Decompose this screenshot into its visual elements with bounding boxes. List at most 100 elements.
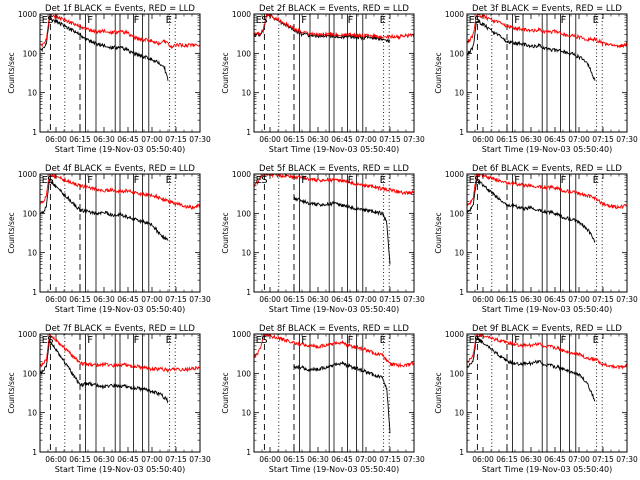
flag-label: E [380,335,386,346]
flag-label: F [348,175,354,186]
y-tick-label: 100 [237,209,252,218]
y-tick-label: 10 [241,89,251,98]
x-axis-label: Start Time (19-Nov-03 05:50:40) [269,145,399,154]
y-tick-label: 1 [459,448,464,457]
events-series-line [40,15,169,81]
x-tick-label: 06:15 [496,455,518,464]
flag-label: F [87,175,93,186]
flag-label: E [469,175,475,186]
x-tick-label: 06:30 [93,455,115,464]
x-tick-label: 07:00 [141,455,163,464]
y-tick-label: 100 [23,49,38,58]
events-series-line [467,335,596,402]
events-series-line [293,196,391,265]
x-tick-label: 06:00 [472,295,494,304]
flag-label: F [514,175,520,186]
y-tick-label: 100 [450,49,465,58]
x-tick-label: 06:15 [496,295,518,304]
chart-title: Det 6f BLACK = Events, RED = LLD [472,164,622,174]
x-tick-label: 07:30 [616,295,638,304]
y-axis-label: Counts/sec [434,372,443,413]
plot-area [254,174,414,292]
x-tick-label: 07:30 [189,455,211,464]
x-tick-label: 07:30 [189,295,211,304]
x-tick-label: 07:00 [355,455,377,464]
x-tick-label: 06:00 [45,135,67,144]
x-tick-label: 07:30 [189,135,211,144]
y-tick-label: 1 [246,288,251,297]
y-tick-label: 1000 [445,170,464,179]
x-tick-label: 07:15 [379,135,401,144]
x-axis-label: Start Time (19-Nov-03 05:50:40) [55,145,185,154]
y-tick-label: 10 [454,409,464,418]
x-tick-label: 07:15 [592,135,614,144]
flag-label: E [593,335,599,346]
y-tick-label: 1000 [232,170,251,179]
events-series-line [293,360,391,434]
y-tick-label: 1 [32,128,37,137]
flag-label: S [47,15,53,26]
flag-label: S [474,335,480,346]
plot-area [40,174,200,292]
y-tick-label: 1000 [232,330,251,339]
x-tick-label: 06:15 [69,295,91,304]
y-axis-label: Counts/sec [221,52,230,93]
x-axis-label: Start Time (19-Nov-03 05:50:40) [269,305,399,314]
flag-label: E [380,175,386,186]
plot-area [40,14,200,132]
flag-label: E [42,175,48,186]
x-tick-label: 06:45 [117,455,139,464]
flag-label: F [514,15,520,26]
x-tick-label: 06:15 [496,135,518,144]
x-tick-label: 06:45 [331,455,353,464]
x-tick-label: 06:00 [472,135,494,144]
events-series-line [40,337,169,404]
x-axis-label: Start Time (19-Nov-03 05:50:40) [55,305,185,314]
x-tick-label: 07:30 [616,135,638,144]
flag-label: E [593,15,599,26]
y-tick-label: 100 [23,209,38,218]
events-series-line [254,14,391,43]
x-tick-label: 06:45 [544,135,566,144]
x-tick-label: 07:30 [616,455,638,464]
chart-title: Det 7f BLACK = Events, RED = LLD [45,324,195,334]
flag-label: F [561,175,567,186]
flag-label: F [134,335,140,346]
plot-area [40,334,200,452]
y-tick-label: 100 [237,49,252,58]
y-axis-label: Counts/sec [221,212,230,253]
y-tick-label: 10 [27,409,37,418]
events-series-line [40,178,169,241]
lld-series-line [254,14,414,41]
y-axis-label: Counts/sec [7,52,16,93]
x-tick-label: 07:00 [141,295,163,304]
y-tick-label: 10 [454,249,464,258]
x-tick-label: 07:30 [403,295,425,304]
x-tick-label: 06:30 [307,295,329,304]
x-tick-label: 06:15 [283,455,305,464]
lld-series-line [40,14,200,50]
lld-series-line [467,174,627,210]
plot-area [467,334,627,452]
flag-label: F [561,15,567,26]
plot-area [467,174,627,292]
flag-label: E [42,335,48,346]
x-tick-label: 06:00 [472,455,494,464]
flag-label: F [561,335,567,346]
y-axis-label: Counts/sec [221,372,230,413]
chart-title: Det 5f BLACK = Events, RED = LLD [259,164,409,174]
x-tick-label: 06:30 [307,455,329,464]
y-tick-label: 1000 [232,10,251,19]
x-axis-label: Start Time (19-Nov-03 05:50:40) [482,305,612,314]
flag-label: S [474,15,480,26]
y-axis-label: Counts/sec [7,372,16,413]
y-tick-label: 100 [450,209,465,218]
y-axis-label: Counts/sec [434,52,443,93]
x-tick-label: 06:30 [93,135,115,144]
